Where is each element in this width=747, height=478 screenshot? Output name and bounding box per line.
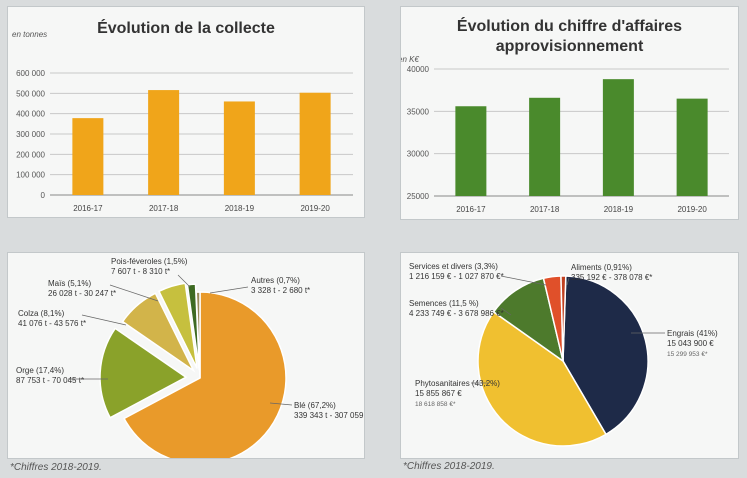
bar xyxy=(148,90,180,195)
slice-name-label: Orge (17,4%) xyxy=(16,366,64,375)
pie-slice xyxy=(121,292,196,373)
leader-line xyxy=(209,286,249,294)
slice-value-label: 7 607 t - 8 310 t* xyxy=(111,267,170,276)
footnote-right: *Chiffres 2018-2019. xyxy=(403,461,495,472)
slice-name-label: Colza (8,1%) xyxy=(18,309,65,318)
bar xyxy=(602,79,634,196)
slice-value-label: 3 328 t - 2 680 t* xyxy=(251,286,310,295)
bar xyxy=(72,118,104,195)
slice-name-label: Services et divers (3,3%) xyxy=(409,262,498,271)
slice-name-label: Autres (0,7%) xyxy=(251,276,300,285)
pie-slice xyxy=(492,277,565,363)
x-tick-label: 2017-18 xyxy=(149,204,179,213)
slice-name-label: Semences (11,5 %) xyxy=(409,299,479,308)
bar xyxy=(529,97,561,196)
pie-slice xyxy=(123,291,287,458)
slice-value-label: 339 343 t - 307 059 t* xyxy=(294,411,364,420)
y-tick-label: 0 xyxy=(41,191,46,200)
y-tick-label: 400 000 xyxy=(16,110,45,119)
slice-value-label: 15 043 900 € xyxy=(667,339,714,348)
leader-line xyxy=(566,277,570,286)
x-tick-label: 2018-19 xyxy=(604,205,634,214)
leader-line xyxy=(500,307,512,316)
y-tick-label: 30000 xyxy=(407,150,430,159)
pie-slice xyxy=(157,282,198,369)
y-tick-label: 200 000 xyxy=(16,150,45,159)
slice-value-label: 1 216 159 € - 1 027 870 €* xyxy=(409,272,504,281)
leader-line xyxy=(500,275,547,286)
slice-value-label: 335 192 € - 378 078 €* xyxy=(571,273,652,282)
ca-bar-chart: 25000 30000 35000 40000en K€ 2016-17 2017-18 2… xyxy=(401,55,729,214)
slice-value-label: 15 299 953 €* xyxy=(667,351,708,358)
slice-name-label: Aliments (0,91%) xyxy=(571,263,632,272)
collecte-title: Évolution de la collecte xyxy=(97,20,275,37)
ca-title-line1: Évolution du chiffre d'affaires xyxy=(456,18,683,35)
pie-slice xyxy=(99,327,188,419)
x-tick-label: 2016-17 xyxy=(456,205,486,214)
leader-line xyxy=(109,284,159,302)
pie-slice xyxy=(560,275,567,362)
y-tick-label: 600 000 xyxy=(16,69,45,78)
ca-title-line2: approvisionnement xyxy=(495,38,644,55)
slice-value-label: 87 753 t - 70 045 t* xyxy=(16,376,84,385)
slice-name-label: Blé (67,2%) xyxy=(294,401,336,410)
collecte-panel: Évolution de la collecte 0 100 000 200 000… xyxy=(7,6,365,218)
bar xyxy=(676,98,708,196)
x-tick-label: 2017-18 xyxy=(530,205,560,214)
slice-value-label: 18 618 858 €* xyxy=(415,401,456,408)
y-tick-label: 100 000 xyxy=(16,171,45,180)
slice-name-label: Phytosanitaires (43,2%) xyxy=(415,379,500,388)
y-tick-label: 35000 xyxy=(407,107,430,116)
appro-pie-chart: Engrais (41%)15 043 900 € 15 299 953 €* Ph… xyxy=(409,262,718,447)
slice-value-label: 4 233 749 € - 3 678 986 €* xyxy=(409,309,504,318)
collecte-pie-panel: Blé (67,2%) 339 343 t - 307 059 t* Orge (1… xyxy=(7,252,365,459)
slice-name-label: Maïs (5,1%) xyxy=(48,279,91,288)
y-axis-label: en tonnes xyxy=(12,30,47,39)
slice-name-label: Pois-féveroles (1,5%) xyxy=(111,257,188,266)
y-axis-label: en K€ xyxy=(401,55,419,64)
y-tick-label: 25000 xyxy=(407,192,430,201)
pie-slice xyxy=(477,310,607,447)
bar xyxy=(223,101,255,195)
appro-pie-panel: Engrais (41%) 15 043 900 € 15 299 953 €* Ph… xyxy=(400,252,739,459)
collecte-bar-chart: 0 100 000 200 000 300 000 400 000 500 000 600 … xyxy=(12,30,353,213)
slice-value-label: 26 028 t - 30 247 t* xyxy=(48,289,116,298)
x-tick-label: 2016-17 xyxy=(73,204,103,213)
leader-line xyxy=(177,274,191,288)
bar xyxy=(299,92,331,195)
bar xyxy=(455,106,487,196)
x-tick-label: 2019-20 xyxy=(677,205,707,214)
leader-line xyxy=(269,402,293,406)
y-tick-label: 40000 xyxy=(407,65,430,74)
x-tick-label: 2019-20 xyxy=(300,204,330,213)
slice-value-label: 15 855 867 € xyxy=(415,389,462,398)
leader-line xyxy=(81,314,127,326)
slice-value-label: 41 076 t - 43 576 t* xyxy=(18,319,86,328)
pie-slice xyxy=(195,291,201,379)
x-tick-label: 2018-19 xyxy=(225,204,255,213)
y-tick-label: 500 000 xyxy=(16,89,45,98)
collecte-pie-chart: Blé (67,2%)339 343 t - 307 059 t* Orge (1… xyxy=(16,257,364,458)
slice-name-label: Engrais (41%) xyxy=(667,329,718,338)
y-tick-label: 300 000 xyxy=(16,130,45,139)
footnote-left: *Chiffres 2018-2019. xyxy=(10,462,102,473)
pie-slice xyxy=(562,275,649,436)
ca-panel: Évolution du chiffre d'affaires approvis… xyxy=(400,6,739,220)
